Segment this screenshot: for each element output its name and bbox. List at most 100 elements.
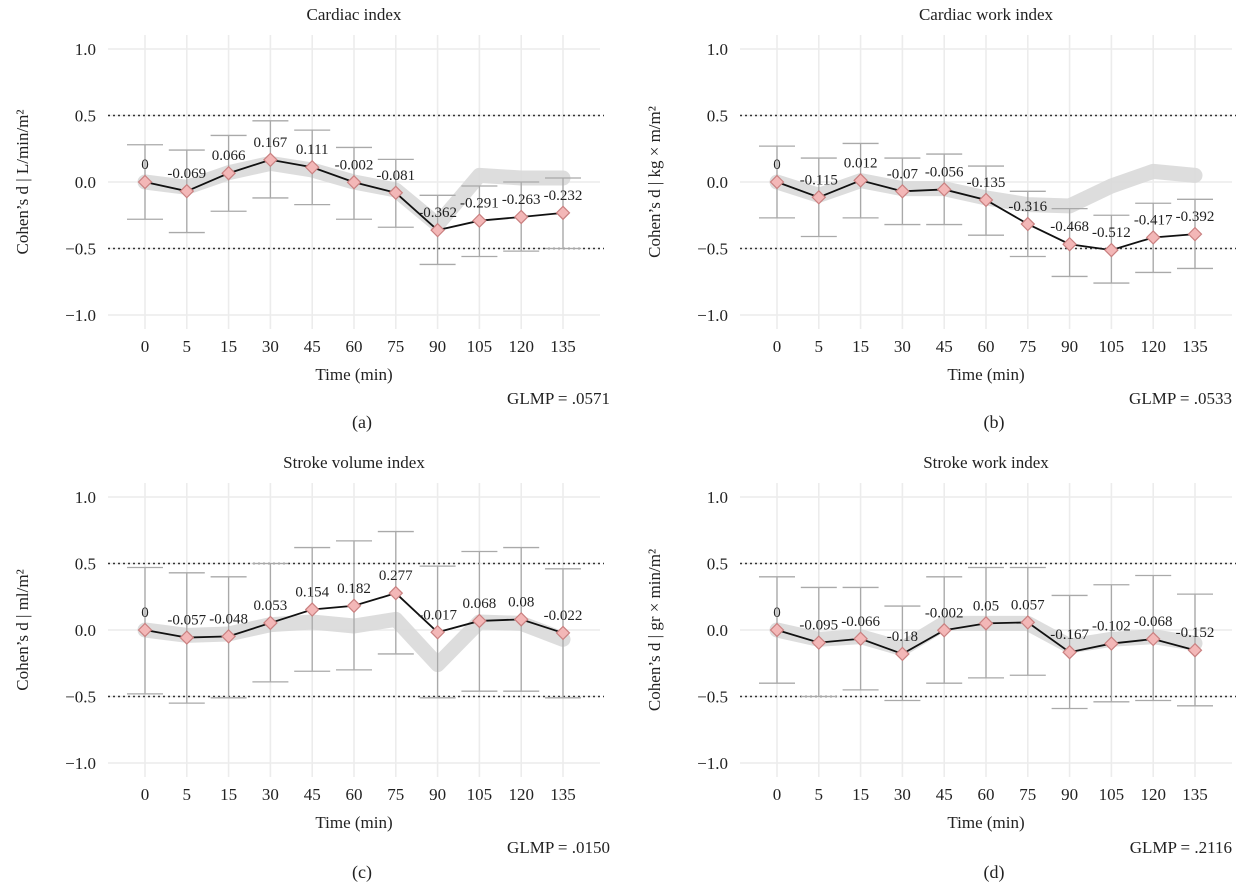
chart-panel: 0-0.095 -0.066-0.18-0.002 0.05 0.057-0.167-…: [645, 453, 1236, 883]
panel-title: Stroke work index: [923, 453, 1049, 472]
y-axis-label: Cohen’s d | kg × m/m²: [645, 106, 664, 258]
data-label: 0.068: [463, 596, 497, 612]
data-label: -0.167: [1050, 627, 1089, 643]
glmp-annotation: GLMP = .0571: [507, 389, 610, 408]
data-label: -0.07: [887, 166, 919, 182]
data-label: -0.048: [209, 611, 248, 627]
data-label: 0.154: [295, 585, 329, 601]
data-label: -0.102: [1092, 619, 1131, 635]
data-label: -0.291: [460, 196, 499, 212]
data-label: 0.111: [296, 142, 329, 158]
data-label: -0.069: [167, 166, 206, 182]
x-tick-label: 60: [978, 337, 995, 356]
panel-caption: (b): [984, 412, 1005, 433]
x-axis-label: Time (min): [947, 365, 1024, 384]
x-tick-label: 0: [773, 337, 782, 356]
data-label: 0: [141, 605, 149, 621]
y-axis-label: Cohen’s d | L/min/m²: [13, 110, 32, 255]
y-tick-label: −0.5: [65, 240, 96, 259]
data-label: -0.152: [1176, 625, 1215, 641]
data-label: -0.18: [887, 629, 918, 645]
glmp-annotation: GLMP = .0150: [507, 838, 610, 857]
data-label: -0.417: [1134, 212, 1173, 228]
x-tick-label: 5: [815, 785, 824, 804]
x-tick-label: 75: [387, 785, 404, 804]
data-label: -0.068: [1134, 614, 1173, 630]
data-point-marker: [1105, 244, 1118, 257]
y-axis-label: Cohen’s d | ml/m²: [13, 569, 32, 690]
y-tick-label: −1.0: [697, 754, 728, 773]
x-tick-label: 60: [346, 785, 363, 804]
x-axis-label: Time (min): [947, 813, 1024, 832]
data-label: -0.232: [544, 188, 583, 204]
data-label: 0.053: [254, 598, 288, 614]
y-tick-label: 0.5: [75, 107, 96, 126]
x-tick-label: 30: [894, 785, 911, 804]
x-tick-label: 90: [1061, 785, 1078, 804]
data-label: 0.08: [508, 594, 534, 610]
x-tick-label: 5: [183, 785, 192, 804]
data-label: -0.263: [502, 192, 541, 208]
y-tick-label: −1.0: [65, 306, 96, 325]
data-label: -0.362: [418, 205, 457, 221]
chart-panel: 0-0.0690.0660.167 0.111-0.002-0.081-0.362…: [13, 5, 610, 433]
panel-title: Stroke volume index: [283, 453, 425, 472]
panel-title: Cardiac work index: [919, 5, 1054, 24]
data-point-marker: [1147, 231, 1160, 244]
data-point-marker: [306, 603, 319, 616]
data-label: -0.115: [800, 172, 838, 188]
x-tick-label: 75: [1019, 785, 1036, 804]
data-label: -0.316: [1008, 199, 1047, 215]
data-point-marker: [1021, 218, 1034, 231]
panel-caption: (c): [352, 862, 372, 883]
panel-caption: (a): [352, 412, 372, 433]
data-point-marker: [515, 210, 528, 223]
y-tick-label: −1.0: [697, 306, 728, 325]
y-tick-label: 0.0: [75, 621, 96, 640]
x-tick-label: 135: [1182, 785, 1208, 804]
data-label: -0.095: [799, 618, 838, 634]
data-label: -0.081: [376, 168, 415, 184]
data-label: -0.512: [1092, 225, 1131, 241]
y-tick-label: 0.5: [707, 555, 728, 574]
x-tick-label: 105: [1099, 785, 1125, 804]
y-tick-label: 0.5: [707, 107, 728, 126]
x-tick-label: 0: [773, 785, 782, 804]
x-tick-label: 90: [1061, 337, 1078, 356]
x-tick-label: 15: [852, 337, 869, 356]
x-tick-label: 120: [1140, 337, 1166, 356]
x-tick-label: 135: [1182, 337, 1208, 356]
data-label: -0.468: [1050, 219, 1089, 235]
y-axis-label: Cohen’s d | gr × min/m²: [645, 549, 664, 711]
y-tick-label: 1.0: [75, 488, 96, 507]
x-tick-label: 135: [550, 785, 576, 804]
data-label: 0.277: [379, 568, 413, 584]
x-tick-label: 30: [262, 337, 279, 356]
x-tick-label: 105: [467, 337, 493, 356]
data-label: 0.05: [973, 598, 999, 614]
data-label: 0.057: [1011, 597, 1045, 613]
y-tick-label: −1.0: [65, 754, 96, 773]
x-tick-label: 0: [141, 337, 150, 356]
data-label: 0.182: [337, 581, 371, 597]
chart-panel: 0 -0.057 -0.0480.0530.154 0.1820.277-0.0170…: [13, 453, 610, 883]
panel-title: Cardiac index: [307, 5, 402, 24]
x-tick-label: 120: [508, 337, 534, 356]
data-label: 0: [773, 157, 781, 173]
data-point-marker: [348, 599, 361, 612]
glmp-annotation: GLMP = .2116: [1130, 838, 1232, 857]
data-label: -0.017: [418, 607, 457, 623]
chart-panel: 0 -0.115 0.012 -0.07 -0.056-0.135-0.316-0.46…: [645, 5, 1236, 433]
y-tick-label: 0.5: [75, 555, 96, 574]
data-point-marker: [1189, 228, 1202, 241]
data-label: -0.002: [925, 605, 964, 621]
glmp-annotation: GLMP = .0533: [1129, 389, 1232, 408]
x-tick-label: 0: [141, 785, 150, 804]
x-tick-label: 120: [1140, 785, 1166, 804]
data-point-marker: [473, 214, 486, 227]
x-tick-label: 60: [978, 785, 995, 804]
y-tick-label: 1.0: [75, 40, 96, 59]
y-tick-label: 0.0: [75, 173, 96, 192]
x-axis-label: Time (min): [315, 813, 392, 832]
x-tick-label: 5: [183, 337, 192, 356]
